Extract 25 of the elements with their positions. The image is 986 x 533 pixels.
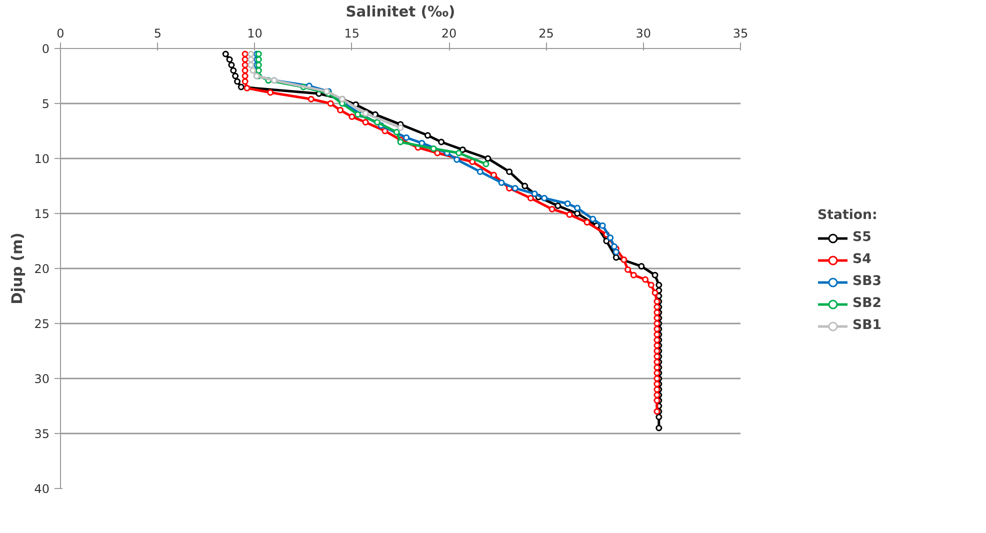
y-tick-label: 35	[34, 427, 50, 441]
legend-label: SB2	[852, 296, 882, 311]
legend-title: Station:	[818, 208, 878, 222]
y-tick-label: 5	[42, 97, 50, 111]
x-tick-label: 25	[538, 26, 554, 40]
y-tick-label: 30	[34, 372, 50, 386]
x-tick-label: 30	[636, 26, 652, 40]
x-tick-label: 10	[247, 26, 262, 40]
y-tick-label: 10	[34, 152, 50, 166]
x-tick-label: 20	[441, 26, 457, 40]
legend-label: S5	[852, 230, 872, 245]
x-tick-label: 35	[732, 26, 748, 40]
legend-label: SB1	[852, 318, 882, 333]
x-axis-title: Salinitet (‰)	[346, 4, 456, 20]
x-tick-label: 15	[344, 26, 360, 40]
y-tick-label: 15	[34, 207, 50, 221]
y-tick-label: 0	[42, 42, 50, 56]
legend-label: S4	[852, 252, 872, 267]
y-tick-label: 40	[34, 482, 50, 496]
x-tick-label: 5	[154, 26, 162, 40]
legend-label: SB3	[852, 274, 882, 289]
y-axis-title: Djup (m)	[9, 232, 26, 304]
y-tick-label: 20	[34, 262, 50, 276]
x-tick-label: 0	[56, 26, 64, 40]
y-tick-label: 25	[34, 317, 50, 331]
